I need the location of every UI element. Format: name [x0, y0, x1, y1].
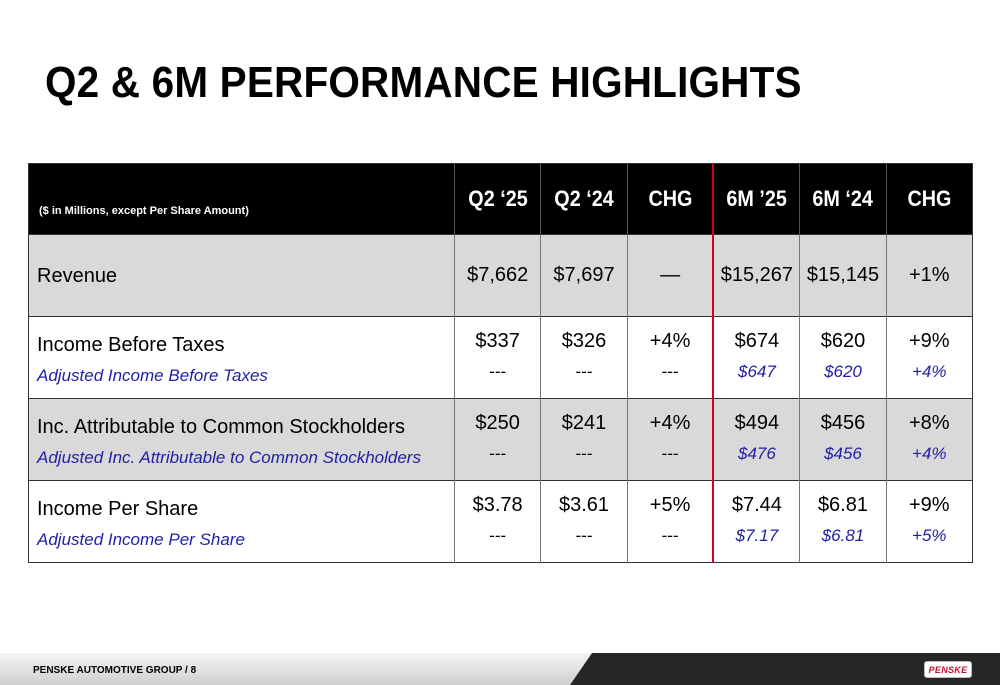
column-header-6m-24: 6M ‘24: [799, 163, 887, 235]
adjusted-label: Adjusted Inc. Attributable to Common Sto…: [37, 448, 421, 467]
cell: +4% ---: [626, 316, 714, 399]
cell: $337 ---: [453, 316, 541, 399]
highlights-table: ($ in Millions, except Per Share Amount)…: [28, 163, 973, 563]
table-header-row: ($ in Millions, except Per Share Amount)…: [28, 163, 973, 235]
adjusted-label: Adjusted Income Before Taxes: [37, 366, 268, 385]
units-note: ($ in Millions, except Per Share Amount): [39, 205, 249, 217]
cell: $3.78 ---: [453, 480, 541, 563]
column-header-6m-25: 6M ’25: [712, 163, 800, 235]
cell: $494 $476: [712, 398, 800, 481]
footer-left-band: [0, 653, 600, 685]
footer-text: PENSKE AUTOMOTIVE GROUP / 8: [33, 665, 197, 676]
table-row-inc-attributable: Inc. Attributable to Common Stockholders…: [28, 398, 973, 481]
row-label: Revenue: [28, 234, 455, 317]
table-row-income-per-share: Income Per Share Adjusted Income Per Sha…: [28, 480, 973, 563]
table-row-revenue: Revenue $7,662 $7,697 — $15,267 $15,145 …: [28, 234, 973, 317]
cell: $250 ---: [453, 398, 541, 481]
cell: $6.81 $6.81: [799, 480, 887, 563]
cell: $674 $647: [712, 316, 800, 399]
cell: +5% ---: [626, 480, 714, 563]
column-header-6m-chg: CHG: [885, 163, 973, 235]
cell: +9% +5%: [885, 480, 973, 563]
cell: —: [626, 234, 714, 317]
cell: $620 $620: [799, 316, 887, 399]
penske-logo: PENSKE: [924, 661, 972, 678]
cell: $15,267: [712, 234, 800, 317]
table-row-income-before-taxes: Income Before Taxes Adjusted Income Befo…: [28, 316, 973, 399]
column-header-q2-25: Q2 ‘25: [453, 163, 541, 235]
row-label: Income Before Taxes Adjusted Income Befo…: [28, 316, 455, 399]
footer-bar: PENSKE AUTOMOTIVE GROUP / 8 PENSKE: [0, 653, 1000, 685]
row-label: Income Per Share Adjusted Income Per Sha…: [28, 480, 455, 563]
row-label: Inc. Attributable to Common Stockholders…: [28, 398, 455, 481]
cell: +4% ---: [626, 398, 714, 481]
cell: $456 $456: [799, 398, 887, 481]
cell: $326 ---: [540, 316, 628, 399]
cell: $3.61 ---: [540, 480, 628, 563]
cell: $7.44 $7.17: [712, 480, 800, 563]
adjusted-label: Adjusted Income Per Share: [37, 530, 245, 549]
column-header-q2-24: Q2 ‘24: [540, 163, 628, 235]
cell: $241 ---: [540, 398, 628, 481]
cell: +8% +4%: [885, 398, 973, 481]
cell: $15,145: [799, 234, 887, 317]
cell: $7,697: [540, 234, 628, 317]
cell: +9% +4%: [885, 316, 973, 399]
cell: $7,662: [453, 234, 541, 317]
cell: +1%: [885, 234, 973, 317]
page-title: Q2 & 6M PERFORMANCE HIGHLIGHTS: [45, 58, 802, 107]
column-header-q2-chg: CHG: [626, 163, 714, 235]
